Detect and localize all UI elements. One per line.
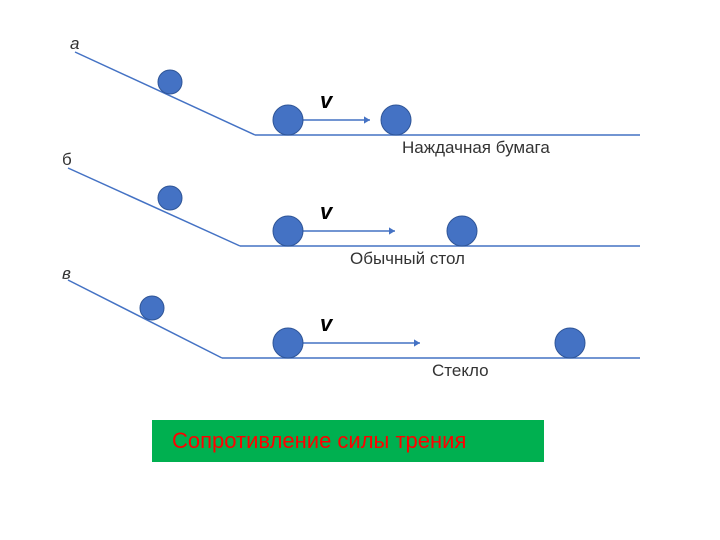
surface-label: Стекло xyxy=(432,361,489,381)
panel-id-label: в xyxy=(62,264,71,284)
caption-box: Сопротивление силы трения xyxy=(152,420,544,462)
velocity-symbol: v xyxy=(320,88,332,114)
panel-id-label: а xyxy=(70,34,79,54)
panel-id-label: б xyxy=(62,150,72,170)
surface-label: Наждачная бумага xyxy=(402,138,550,158)
surface-label: Обычный стол xyxy=(350,249,465,269)
velocity-symbol: v xyxy=(320,311,332,337)
velocity-symbol: v xyxy=(320,199,332,225)
